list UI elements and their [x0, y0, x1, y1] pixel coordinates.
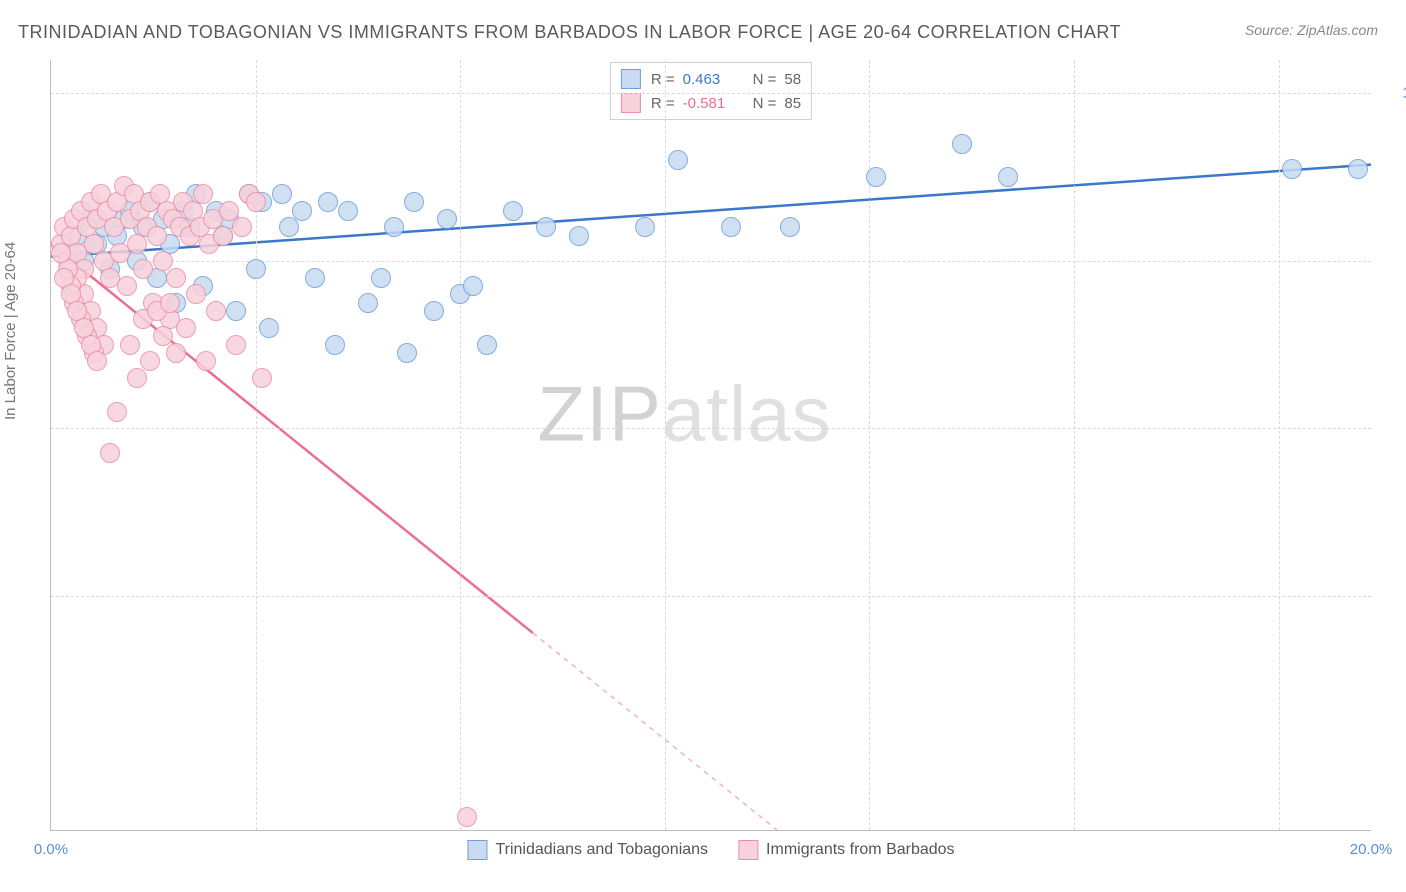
y-axis-label: In Labor Force | Age 20-64 — [2, 242, 19, 420]
legend-r-label: R = — [651, 95, 675, 112]
data-point — [668, 150, 688, 170]
data-point — [147, 226, 167, 246]
data-point — [998, 167, 1018, 187]
data-point — [463, 276, 483, 296]
data-point — [252, 368, 272, 388]
data-point — [384, 217, 404, 237]
data-point — [1282, 159, 1302, 179]
data-point — [866, 167, 886, 187]
data-point — [318, 192, 338, 212]
data-point — [246, 192, 266, 212]
data-point — [437, 209, 457, 229]
data-point — [166, 268, 186, 288]
data-point — [140, 351, 160, 371]
data-point — [219, 201, 239, 221]
data-point — [477, 335, 497, 355]
grid-line-v — [665, 60, 666, 830]
legend-r-label: R = — [651, 71, 675, 88]
watermark: ZIPatlas — [538, 369, 832, 460]
data-point — [213, 226, 233, 246]
x-tick-label: 0.0% — [34, 841, 68, 858]
data-point — [206, 301, 226, 321]
data-point — [371, 268, 391, 288]
data-point — [193, 184, 213, 204]
grid-line-v — [1074, 60, 1075, 830]
data-point — [325, 335, 345, 355]
y-tick-label: 100.0% — [1402, 85, 1406, 102]
data-point — [127, 368, 147, 388]
data-point — [226, 335, 246, 355]
data-point — [153, 326, 173, 346]
data-point — [503, 201, 523, 221]
plot-area: ZIPatlas R = 0.463 N = 58 R = -0.581 N = 85… — [50, 60, 1371, 831]
data-point — [721, 217, 741, 237]
legend-item: Immigrants from Barbados — [738, 840, 955, 860]
data-point — [569, 226, 589, 246]
legend-swatch — [621, 69, 641, 89]
source-attribution: Source: ZipAtlas.com — [1245, 22, 1378, 38]
data-point — [87, 351, 107, 371]
legend-item: Trinidadians and Tobagonians — [467, 840, 708, 860]
data-point — [457, 807, 477, 827]
legend-row: R = 0.463 N = 58 — [621, 67, 801, 91]
data-point — [196, 351, 216, 371]
data-point — [259, 318, 279, 338]
legend-n-label: N = — [753, 71, 777, 88]
data-point — [635, 217, 655, 237]
data-point — [107, 402, 127, 422]
data-point — [232, 217, 252, 237]
data-point — [536, 217, 556, 237]
legend-swatch — [738, 840, 758, 860]
data-point — [358, 293, 378, 313]
legend-label: Immigrants from Barbados — [766, 841, 955, 859]
chart-title: TRINIDADIAN AND TOBAGONIAN VS IMMIGRANTS… — [18, 22, 1121, 43]
data-point — [397, 343, 417, 363]
data-point — [952, 134, 972, 154]
data-point — [51, 243, 71, 263]
grid-line-h — [51, 93, 1371, 94]
data-point — [100, 443, 120, 463]
legend-r-value: -0.581 — [683, 95, 739, 112]
data-point — [117, 276, 137, 296]
grid-line-v — [256, 60, 257, 830]
legend-n-value: 58 — [784, 71, 801, 88]
correlation-legend: R = 0.463 N = 58 R = -0.581 N = 85 — [610, 62, 812, 120]
trend-lines — [51, 60, 1371, 830]
data-point — [246, 259, 266, 279]
data-point — [166, 343, 186, 363]
legend-row: R = -0.581 N = 85 — [621, 91, 801, 115]
grid-line-v — [1279, 60, 1280, 830]
data-point — [153, 251, 173, 271]
data-point — [338, 201, 358, 221]
legend-n-label: N = — [753, 95, 777, 112]
data-point — [404, 192, 424, 212]
data-point — [279, 217, 299, 237]
data-point — [186, 284, 206, 304]
grid-line-h — [51, 596, 1371, 597]
data-point — [160, 293, 180, 313]
data-point — [272, 184, 292, 204]
legend-swatch — [621, 93, 641, 113]
legend-swatch — [467, 840, 487, 860]
grid-line-v — [460, 60, 461, 830]
data-point — [292, 201, 312, 221]
data-point — [305, 268, 325, 288]
legend-r-value: 0.463 — [683, 71, 739, 88]
data-point — [120, 335, 140, 355]
data-point — [424, 301, 444, 321]
data-point — [780, 217, 800, 237]
legend-n-value: 85 — [784, 95, 801, 112]
series-legend: Trinidadians and Tobagonians Immigrants f… — [467, 840, 954, 860]
data-point — [133, 259, 153, 279]
legend-label: Trinidadians and Tobagonians — [495, 841, 708, 859]
data-point — [176, 318, 196, 338]
grid-line-h — [51, 428, 1371, 429]
data-point — [226, 301, 246, 321]
x-tick-label: 20.0% — [1350, 841, 1393, 858]
data-point — [1348, 159, 1368, 179]
